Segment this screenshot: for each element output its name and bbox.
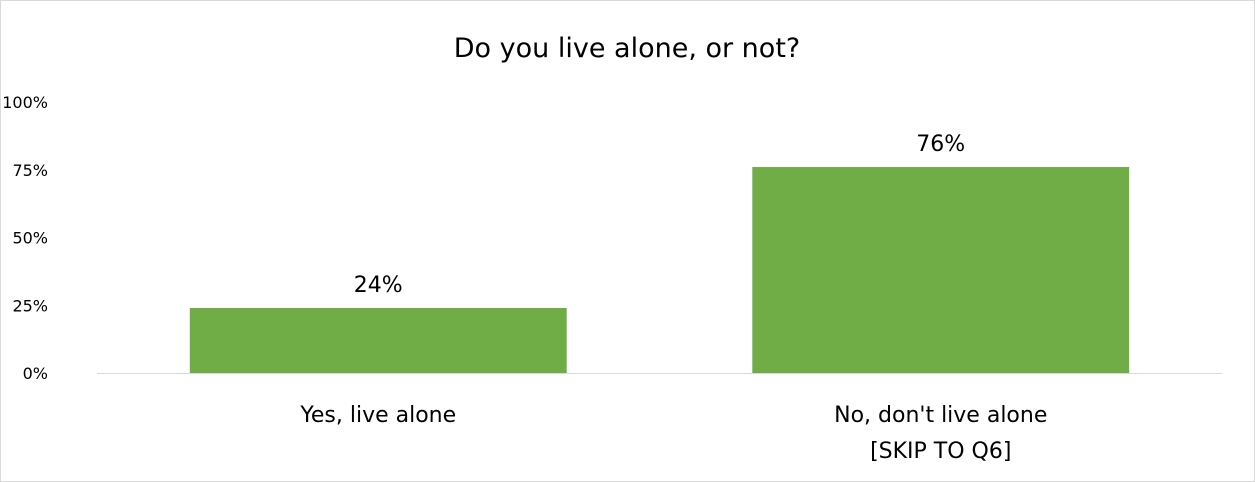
y-tick-label: 0% — [23, 364, 48, 383]
bars — [189, 167, 1130, 373]
data-label: 24% — [354, 273, 403, 298]
y-tick-label: 25% — [12, 296, 48, 315]
y-tick-label: 50% — [12, 229, 48, 248]
y-tick-label: 100% — [2, 93, 48, 112]
bar — [189, 307, 567, 373]
x-axis-categories: Yes, live alone No, don't live alone [SKIP… — [299, 403, 1047, 464]
y-axis: 0% 25% 50% 75% 100% — [2, 93, 48, 383]
chart-title: Do you live alone, or not? — [454, 33, 800, 64]
y-tick-label: 75% — [12, 161, 48, 180]
x-category-label: [SKIP TO Q6] — [870, 439, 1011, 464]
x-category-label: No, don't live alone — [834, 403, 1047, 428]
data-label: 76% — [916, 132, 965, 157]
data-labels: 24% 76% — [354, 132, 965, 298]
x-category-label: Yes, live alone — [299, 403, 456, 428]
bar — [752, 167, 1130, 373]
